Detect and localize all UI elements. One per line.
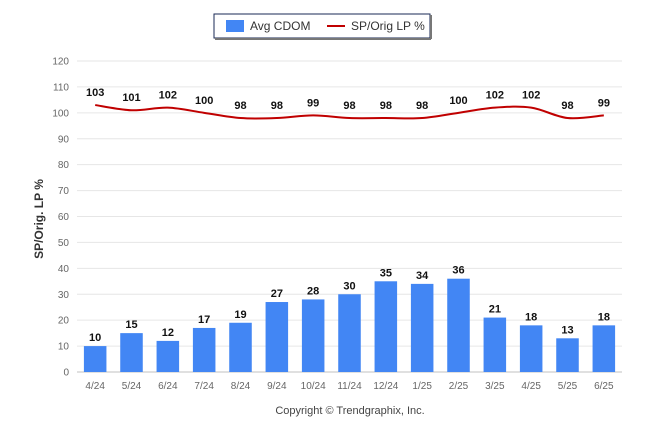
x-tick-label: 9/24 <box>267 381 287 392</box>
x-tick-label: 6/24 <box>158 381 178 392</box>
y-tick-label: 40 <box>58 264 70 275</box>
line-data-label: 101 <box>122 92 140 104</box>
x-tick-label: 4/25 <box>521 381 541 392</box>
bar-avg-cdom <box>265 302 289 372</box>
y-tick-label: 10 <box>58 342 70 353</box>
bar-data-label: 18 <box>525 311 537 323</box>
bar-data-label: 27 <box>271 288 283 300</box>
y-tick-label: 20 <box>58 316 70 327</box>
y-tick-label: 50 <box>58 238 70 249</box>
bar-avg-cdom <box>156 340 180 372</box>
x-tick-label: 5/25 <box>558 381 578 392</box>
legend: Avg CDOM SP/Orig LP % <box>213 13 432 40</box>
line-data-label: 103 <box>86 87 104 99</box>
line-data-label: 102 <box>159 90 177 102</box>
bar-data-label: 12 <box>162 327 174 339</box>
y-tick-label: 110 <box>53 82 69 93</box>
bar-data-label: 34 <box>416 270 429 282</box>
bar-avg-cdom <box>192 327 216 372</box>
bar-avg-cdom <box>447 278 470 372</box>
bar-avg-cdom <box>83 346 107 372</box>
legend-label-avg-cdom: Avg CDOM <box>250 19 310 33</box>
line-data-label: 99 <box>598 97 610 109</box>
x-tick-label: 2/25 <box>449 381 469 392</box>
bar-avg-cdom <box>556 338 579 372</box>
bar-data-label: 30 <box>343 280 355 292</box>
line-data-label: 102 <box>486 90 504 102</box>
x-tick-label: 5/24 <box>122 381 142 392</box>
y-tick-label: 0 <box>63 368 69 379</box>
bar-avg-cdom <box>338 294 361 372</box>
y-tick-label: 120 <box>52 57 69 68</box>
y-tick-label: 100 <box>52 108 69 119</box>
y-tick-label: 70 <box>58 186 70 197</box>
line-data-label: 98 <box>343 100 355 112</box>
bar-avg-cdom <box>410 283 434 372</box>
x-tick-label: 4/24 <box>85 381 105 392</box>
copyright-credit: Copyright © Trendgraphix, Inc. <box>275 405 424 417</box>
line-data-label: 98 <box>380 100 392 112</box>
bar-data-label: 15 <box>125 319 137 331</box>
line-data-label: 98 <box>271 100 283 112</box>
bar-avg-cdom <box>301 299 325 372</box>
x-tick-label: 12/24 <box>373 381 398 392</box>
y-tick-label: 30 <box>58 290 70 301</box>
data-labels: 10 15 12 17 19 27 28 30 35 34 36 21 18 13 18 103 101 102 1… <box>86 87 610 344</box>
y-tick-label: 60 <box>58 212 70 223</box>
x-tick-label: 1/25 <box>412 381 432 392</box>
bar-series <box>83 278 616 372</box>
line-data-label: 98 <box>234 100 246 112</box>
x-tick-label: 7/24 <box>194 381 214 392</box>
bar-data-label: 36 <box>452 265 464 277</box>
bar-data-label: 19 <box>234 309 246 321</box>
bar-data-label: 17 <box>198 314 210 326</box>
bar-avg-cdom <box>120 333 143 372</box>
bar-data-label: 35 <box>380 267 392 279</box>
line-data-label: 99 <box>307 97 319 109</box>
y-tick-label: 80 <box>58 160 70 171</box>
bar-avg-cdom <box>483 317 507 372</box>
x-tick-label: 6/25 <box>594 381 614 392</box>
y-axis-title: SP/Orig. LP % <box>32 179 46 259</box>
x-tick-label: 10/24 <box>301 381 326 392</box>
bar-data-label: 28 <box>307 285 319 297</box>
y-tick-label: 90 <box>58 134 70 145</box>
line-data-label: 98 <box>561 100 573 112</box>
bar-data-label: 10 <box>89 332 101 344</box>
line-series <box>95 104 604 120</box>
line-data-label: 100 <box>449 95 467 107</box>
x-tick-label: 3/25 <box>485 381 505 392</box>
legend-bar-swatch <box>226 20 244 32</box>
x-axis-ticks: 4/24 5/24 6/24 7/24 8/24 9/24 10/24 11/24 12/24 1… <box>85 381 614 392</box>
y-axis-ticks: 0 10 20 30 40 50 60 70 80 90 100 110 120 <box>52 57 69 379</box>
line-data-label: 100 <box>195 95 213 107</box>
bar-avg-cdom <box>519 325 543 372</box>
bar-data-label: 18 <box>598 311 610 323</box>
grid-lines <box>77 60 622 373</box>
legend-label-sp-orig-lp: SP/Orig LP % <box>351 19 425 33</box>
bar-avg-cdom <box>374 281 398 372</box>
bar-data-label: 21 <box>489 304 501 316</box>
line-data-label: 102 <box>522 90 540 102</box>
x-tick-label: 8/24 <box>231 381 251 392</box>
x-tick-label: 11/24 <box>337 381 362 392</box>
line-sp-orig-lp <box>95 104 604 120</box>
line-data-label: 98 <box>416 100 428 112</box>
bar-data-label: 13 <box>561 324 573 336</box>
bar-avg-cdom <box>592 325 616 372</box>
bar-avg-cdom <box>229 322 252 372</box>
